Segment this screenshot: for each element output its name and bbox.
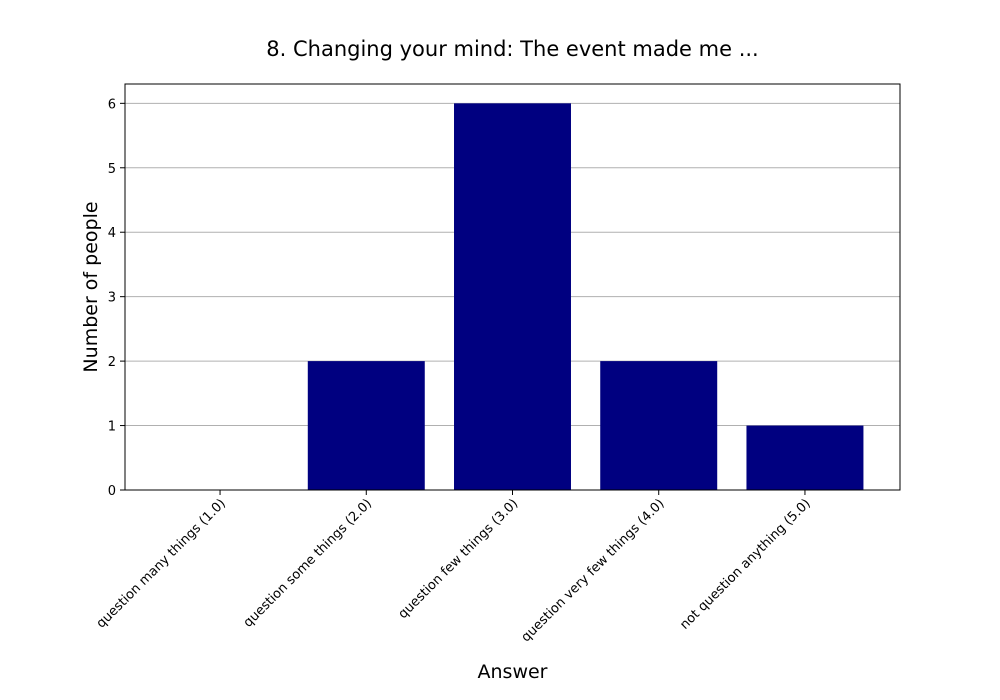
y-axis-label: Number of people: [80, 201, 102, 372]
bar: [307, 361, 425, 490]
y-tick-label: 4: [108, 226, 116, 241]
bar: [454, 103, 571, 490]
bars: [307, 103, 864, 490]
x-tick-label: question some things (2.0): [241, 496, 375, 630]
x-tick-label: not question anything (5.0): [677, 496, 813, 632]
y-tick-label: 6: [108, 97, 116, 112]
y-tick-label: 3: [108, 291, 116, 306]
x-tick-label: question very few things (4.0): [519, 496, 668, 645]
x-tick-label: question few things (3.0): [396, 496, 522, 622]
chart-title: 8. Changing your mind: The event made me…: [266, 37, 758, 61]
bar: [746, 425, 864, 490]
y-tick-label: 5: [108, 162, 116, 177]
y-tick-label: 2: [108, 355, 116, 370]
y-tick-label: 1: [108, 420, 116, 435]
y-tick-label: 0: [108, 484, 116, 499]
bar: [600, 361, 718, 490]
x-axis-label: Answer: [478, 661, 548, 683]
x-tick-label: question many things (1.0): [94, 496, 229, 631]
